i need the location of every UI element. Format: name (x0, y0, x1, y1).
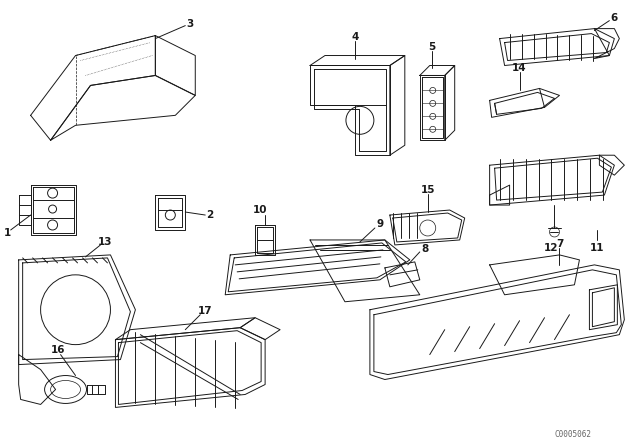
Text: 1: 1 (4, 228, 12, 238)
Text: 12: 12 (544, 243, 559, 253)
Text: 3: 3 (187, 19, 194, 29)
Text: 14: 14 (512, 64, 527, 73)
Text: 7: 7 (556, 239, 563, 249)
Text: 15: 15 (420, 185, 435, 195)
Text: 16: 16 (51, 345, 65, 355)
Text: 4: 4 (351, 31, 358, 42)
Text: 10: 10 (253, 205, 268, 215)
Text: 8: 8 (421, 244, 428, 254)
Text: 6: 6 (611, 13, 618, 23)
Text: C0005062: C0005062 (554, 430, 591, 439)
Text: 13: 13 (98, 237, 113, 247)
Text: 17: 17 (198, 306, 212, 316)
Text: 5: 5 (428, 42, 435, 52)
Text: 11: 11 (590, 243, 605, 253)
Text: 9: 9 (376, 219, 383, 229)
Text: 2: 2 (207, 210, 214, 220)
